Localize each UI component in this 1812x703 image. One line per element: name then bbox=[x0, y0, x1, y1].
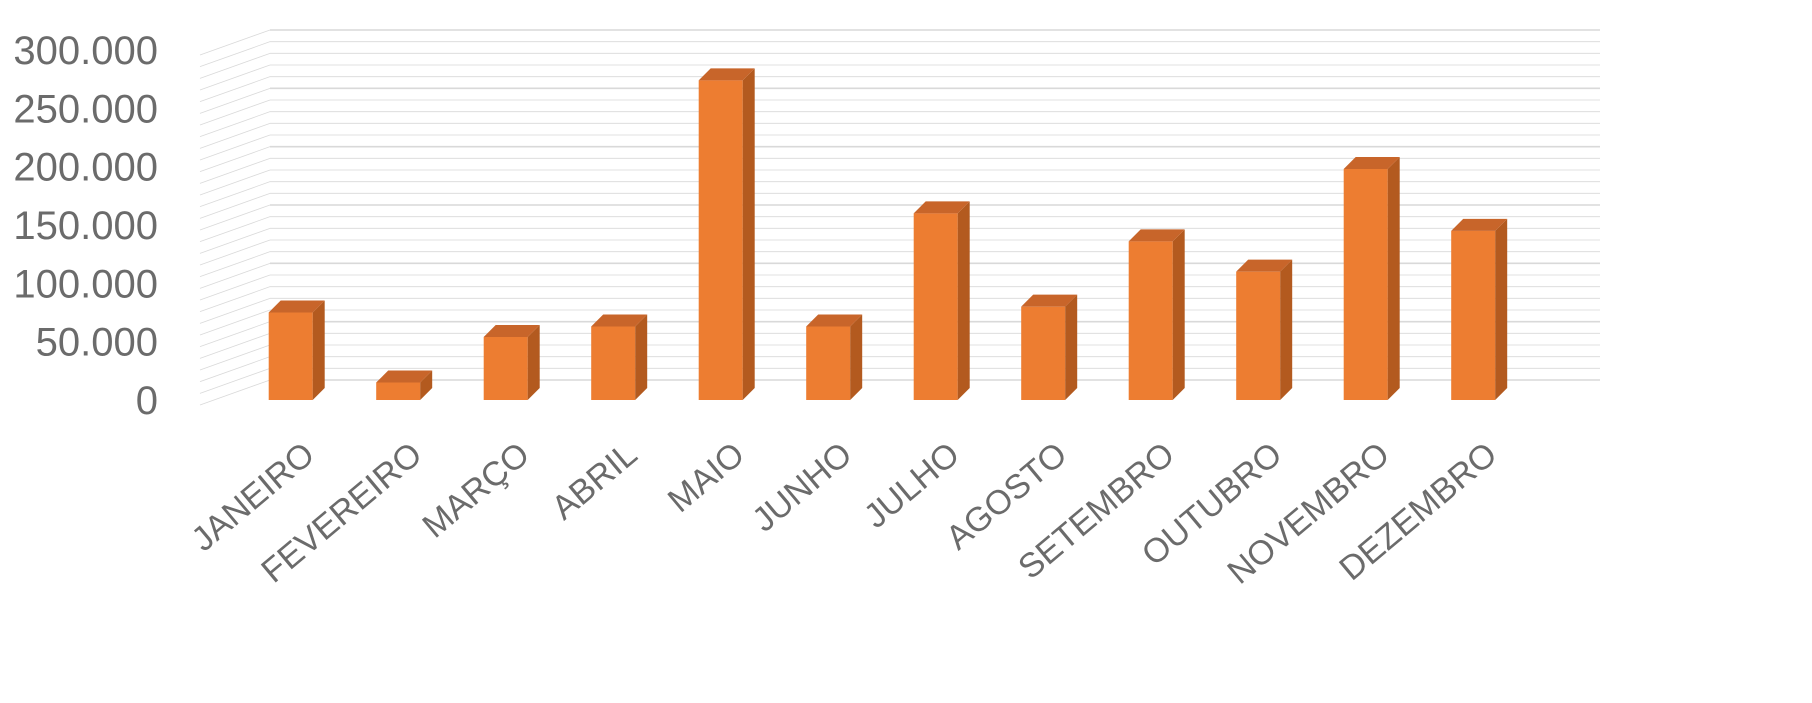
gridline-side bbox=[199, 29, 271, 56]
bar-front bbox=[806, 326, 851, 400]
bar bbox=[1236, 259, 1293, 400]
bars bbox=[268, 68, 1508, 400]
bar-side bbox=[1172, 229, 1185, 400]
bar-front bbox=[1343, 169, 1388, 400]
bar-top bbox=[698, 68, 755, 81]
bar-top bbox=[1021, 294, 1078, 307]
gridline-side bbox=[199, 309, 271, 336]
bar bbox=[1128, 229, 1185, 400]
bar-front bbox=[376, 382, 421, 400]
bar-side bbox=[1387, 157, 1400, 400]
bar bbox=[376, 370, 433, 400]
gridline-side bbox=[199, 52, 271, 79]
gridline-side bbox=[199, 87, 271, 114]
bar-top bbox=[1343, 157, 1400, 169]
gridline-side bbox=[199, 286, 271, 313]
y-tick-label: 100.000 bbox=[13, 262, 158, 306]
bar-front bbox=[1128, 241, 1173, 400]
y-tick-label: 50.000 bbox=[36, 321, 158, 365]
gridline-side bbox=[199, 344, 271, 371]
gridline-side bbox=[199, 367, 271, 394]
gridline-side bbox=[199, 157, 271, 184]
bar bbox=[591, 314, 648, 400]
x-tick-label: MARÇO bbox=[415, 435, 536, 545]
bar-side bbox=[1065, 294, 1078, 400]
bar bbox=[483, 325, 540, 400]
gridline-side bbox=[199, 239, 271, 266]
gridline-side bbox=[199, 204, 271, 231]
bar-top bbox=[1128, 229, 1185, 242]
bar bbox=[698, 68, 755, 400]
gridline-side bbox=[199, 227, 271, 254]
bar-front bbox=[1021, 306, 1066, 400]
bar-front bbox=[268, 312, 313, 400]
gridline-side bbox=[199, 297, 271, 324]
gridline-side bbox=[199, 356, 271, 383]
bar-side bbox=[312, 300, 325, 400]
x-tick-label: MAIO bbox=[661, 435, 752, 520]
gridline-side bbox=[199, 134, 271, 161]
gridline-side bbox=[199, 111, 271, 138]
y-tick-label: 0 bbox=[136, 379, 158, 423]
gridline-side bbox=[199, 379, 271, 406]
gridline-side bbox=[199, 146, 271, 173]
bar-top bbox=[268, 300, 325, 313]
bar-top bbox=[376, 370, 433, 383]
bar-front bbox=[483, 337, 528, 400]
gridline-side bbox=[199, 169, 271, 196]
bar-side bbox=[742, 68, 755, 400]
bar-side bbox=[635, 314, 648, 400]
bar-top bbox=[913, 201, 970, 214]
y-tick-label: 300.000 bbox=[13, 29, 158, 73]
bar-top bbox=[591, 314, 648, 327]
gridline-side bbox=[199, 332, 271, 359]
bar-side bbox=[957, 201, 970, 400]
y-tick-label: 200.000 bbox=[13, 146, 158, 190]
bar-front bbox=[698, 80, 743, 400]
y-tick-label: 250.000 bbox=[13, 87, 158, 131]
bar-front bbox=[1451, 230, 1496, 400]
gridline-side bbox=[199, 41, 271, 68]
gridline-side bbox=[199, 274, 271, 301]
bar-top bbox=[483, 325, 540, 337]
bar-side bbox=[420, 370, 433, 400]
bar-front bbox=[913, 213, 958, 400]
bar-side bbox=[527, 325, 540, 400]
bar bbox=[806, 314, 863, 400]
bar bbox=[268, 300, 325, 400]
bar-side bbox=[850, 314, 863, 400]
gridline-side bbox=[199, 216, 271, 243]
gridline-side bbox=[199, 122, 271, 149]
bar bbox=[1021, 294, 1078, 400]
bar-side bbox=[1495, 218, 1508, 400]
gridline-side bbox=[199, 192, 271, 219]
bar-front bbox=[1236, 271, 1281, 400]
gridline-side bbox=[199, 76, 271, 103]
y-tick-label: 150.000 bbox=[13, 204, 158, 248]
x-tick-label: ABRIL bbox=[545, 435, 645, 527]
bar-top bbox=[1236, 259, 1293, 272]
gridline-side bbox=[199, 262, 271, 289]
bar-side bbox=[1280, 259, 1293, 400]
gridline-side bbox=[199, 251, 271, 278]
bar bbox=[1343, 157, 1400, 400]
bar bbox=[1451, 218, 1508, 400]
gridline-side bbox=[199, 321, 271, 348]
bar-top bbox=[1451, 218, 1508, 231]
gridline-side bbox=[199, 64, 271, 91]
bar-top bbox=[806, 314, 863, 327]
bar-front bbox=[591, 326, 636, 400]
x-tick-label: JUNHO bbox=[745, 435, 859, 539]
gridline-side bbox=[199, 181, 271, 208]
bar bbox=[913, 201, 970, 400]
gridline-side bbox=[199, 99, 271, 126]
